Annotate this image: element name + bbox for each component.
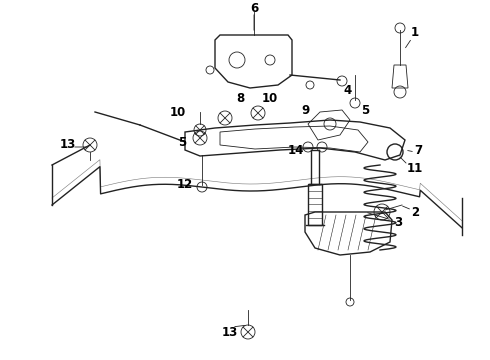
Text: 13: 13 [60,139,76,152]
Text: 12: 12 [177,179,193,192]
Text: 13: 13 [222,325,238,338]
Text: 5: 5 [178,135,186,148]
Text: 1: 1 [411,26,419,39]
Text: 5: 5 [361,104,369,117]
Text: 14: 14 [288,144,304,157]
Text: 10: 10 [262,91,278,104]
Text: 4: 4 [344,84,352,96]
Text: 8: 8 [236,91,244,104]
Text: 7: 7 [414,144,422,157]
Text: 2: 2 [411,206,419,219]
Text: 6: 6 [250,1,258,14]
Text: 11: 11 [407,162,423,175]
Text: 9: 9 [301,104,309,117]
Text: 3: 3 [394,216,402,229]
Text: 10: 10 [170,105,186,118]
